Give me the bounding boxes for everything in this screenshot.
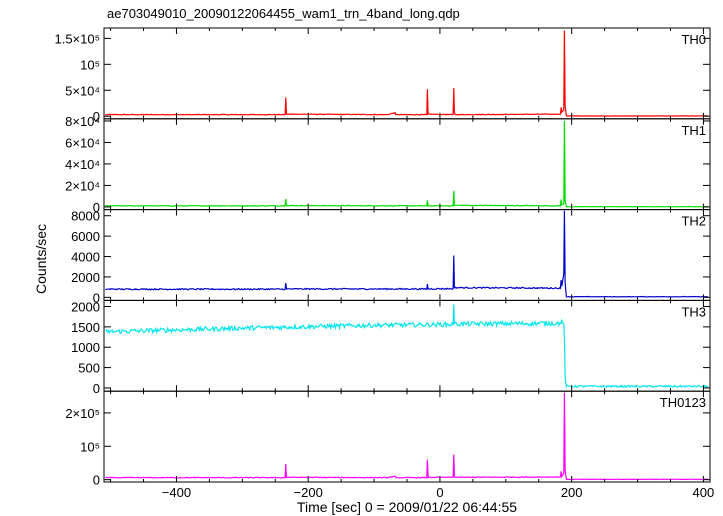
- panel-label: TH0: [681, 32, 706, 47]
- series-line-th1: [105, 120, 708, 208]
- y-tick-label: 2000: [71, 300, 100, 315]
- y-tick-label: 1.5×10⁵: [54, 31, 100, 46]
- y-tick-label: 0: [93, 290, 100, 305]
- panel-frame: [103, 299, 711, 392]
- y-tick-label: 6×10⁴: [65, 135, 100, 150]
- panel-th1: 0 2×10⁴ 4×10⁴ 6×10⁴ 8×10⁴ TH1: [65, 114, 711, 215]
- panel-th3: 0 500 1000 1500 2000 TH3: [71, 299, 711, 396]
- series-line-th3: [105, 304, 709, 389]
- panel-th0: 0 5×10⁴ 10⁵ 1.5×10⁵ TH0: [54, 27, 711, 124]
- y-tick-label: 500: [78, 361, 100, 376]
- y-tick-label: 6000: [71, 229, 100, 244]
- panel-frame: [103, 390, 711, 483]
- y-tick-label: 10⁵: [80, 439, 100, 454]
- y-tick-label: 1500: [71, 320, 100, 335]
- panel-label: TH0123: [660, 395, 706, 410]
- y-tick-label: 4000: [71, 250, 100, 265]
- panel-label: TH2: [681, 214, 706, 229]
- y-tick-label: 0: [93, 200, 100, 215]
- x-tick-label: 400: [693, 485, 715, 500]
- x-axis-label: Time [sec] 0 = 2009/01/22 06:44:55: [297, 499, 517, 515]
- x-tick-label: −200: [294, 485, 323, 500]
- y-tick-label: 0: [93, 381, 100, 396]
- panel-frame: [103, 209, 711, 301]
- y-tick-label: 8×10⁴: [65, 114, 100, 129]
- x-tick-label: 200: [561, 485, 583, 500]
- series-line-th2: [105, 210, 709, 298]
- y-tick-label: 4×10⁴: [65, 157, 100, 172]
- panel-th0123: 0 10⁵ 2×10⁵ TH0123: [65, 390, 711, 488]
- series-line-th0: [105, 30, 709, 117]
- y-tick-label: 2×10⁴: [65, 178, 100, 193]
- y-tick-label: 2×10⁵: [65, 406, 100, 421]
- y-tick-label: 2000: [71, 270, 100, 285]
- chart-title: ae703049010_20090122064455_wam1_trn_4ban…: [107, 6, 460, 21]
- panel-label: TH3: [681, 304, 706, 319]
- y-tick-label: 0: [93, 109, 100, 124]
- panel-frame: [103, 27, 711, 120]
- x-tick-label: 0: [436, 485, 443, 500]
- y-tick-label: 0: [93, 473, 100, 488]
- y-tick-label: 10⁵: [80, 57, 100, 72]
- panel-th2: 0 2000 4000 6000 8000 TH2: [71, 209, 711, 305]
- panel-label: TH1: [681, 123, 706, 138]
- x-tick-label: −400: [162, 485, 191, 500]
- series-line-th0123: [105, 392, 709, 481]
- y-tick-label: 5×10⁴: [65, 83, 100, 98]
- y-tick-label: 8000: [71, 209, 100, 224]
- y-tick-label: 1000: [71, 340, 100, 355]
- panel-frame: [103, 118, 711, 211]
- y-axis-label: Counts/sec: [33, 224, 49, 294]
